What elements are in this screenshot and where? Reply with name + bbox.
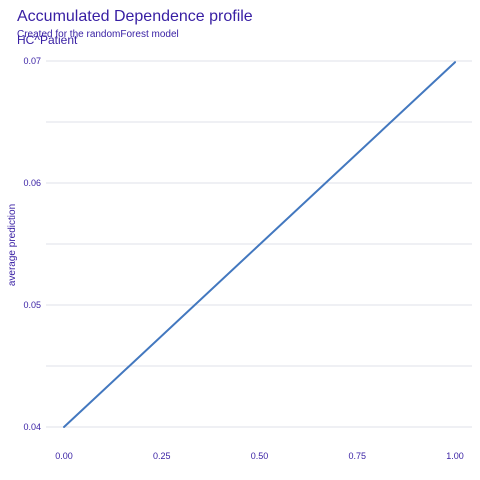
x-tick-label: 0.00 <box>55 451 73 461</box>
series-group <box>63 61 456 428</box>
x-tick-label: 0.25 <box>153 451 171 461</box>
grid-lines <box>46 60 472 428</box>
y-tick-label: 0.05 <box>23 300 41 310</box>
x-tick-label: 0.50 <box>251 451 269 461</box>
y-tick-label: 0.06 <box>23 178 41 188</box>
x-axis-ticks: 0.00 0.25 0.50 0.75 1.00 <box>55 451 464 461</box>
panel-label: HC^Patient <box>17 33 78 47</box>
y-tick-label: 0.07 <box>23 56 41 66</box>
x-tick-label: 0.75 <box>348 451 366 461</box>
series-line <box>63 61 456 428</box>
y-tick-label: 0.04 <box>23 422 41 432</box>
x-tick-label: 1.00 <box>446 451 464 461</box>
y-axis-label: average prediction <box>7 204 18 286</box>
chart-title: Accumulated Dependence profile <box>17 8 253 25</box>
y-axis-ticks: 0.04 0.05 0.06 0.07 <box>23 56 41 432</box>
chart-subtitle: Created for the randomForest model <box>17 29 179 40</box>
